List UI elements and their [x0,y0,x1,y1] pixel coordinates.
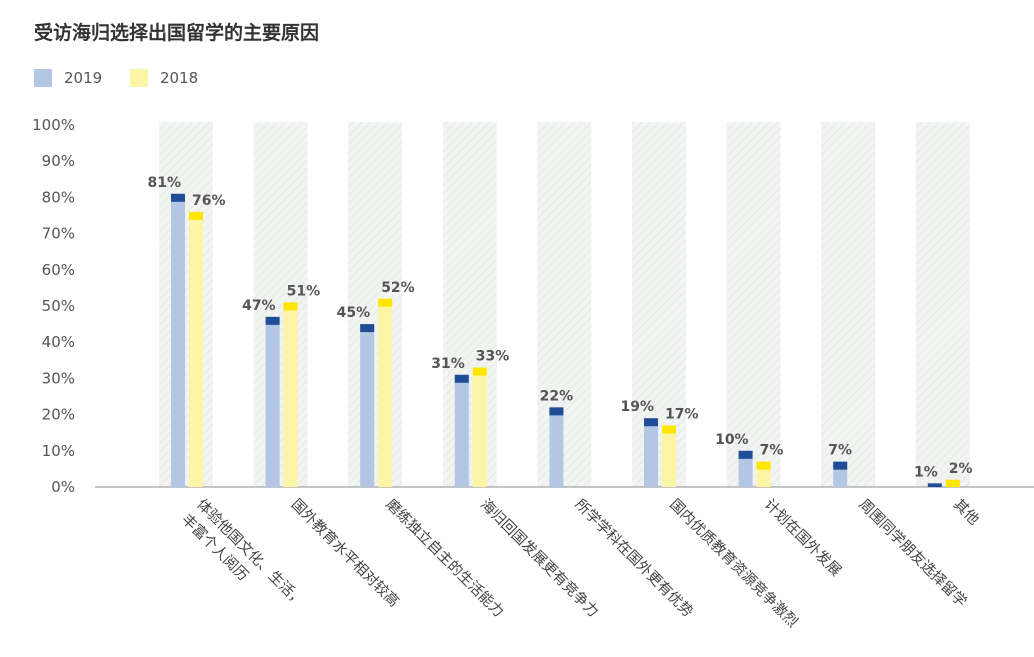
bar-cap-2019 [549,407,564,416]
bar-cap-2019 [833,461,848,470]
y-tick-label: 0% [51,478,75,496]
background-band [821,122,876,487]
background-band [632,122,686,487]
bar-cap-2018 [378,298,393,307]
bar-cap-2018 [662,425,676,434]
data-label-2018: 51% [287,283,321,299]
chart-title: 受访海归选择出国留学的主要原因 [34,22,320,44]
y-tick-label: 80% [42,188,75,206]
bar-cap-2019 [738,450,753,459]
y-tick-label: 20% [42,406,75,424]
background-band [726,122,781,487]
bar-cap-2019 [360,324,375,333]
x-tick-label: 其他 [950,496,983,529]
data-label-2019: 10% [715,432,749,448]
bar-2019 [454,374,469,487]
background-band [348,122,403,487]
data-label-2019: 7% [828,443,852,459]
bar-2019 [738,450,753,487]
legend-swatch-2018 [130,69,148,87]
data-label-2018: 7% [760,443,784,459]
bar-cap-2019 [265,316,280,325]
x-tick-label: 国外教育水平相对较高 [288,495,403,610]
y-tick-label: 30% [42,369,75,387]
bar-cap-2019 [454,374,469,383]
bar-cap-2019 [171,193,185,202]
y-tick-label: 60% [42,261,75,279]
y-tick-label: 100% [32,116,75,134]
bar-cap-2018 [189,211,203,220]
legend-item-2018: 2018 [130,68,198,88]
y-tick-label: 40% [42,333,75,351]
bar-2019 [265,316,280,487]
background-band [253,122,308,487]
data-label-2018: 52% [381,280,415,296]
x-axis-labels: 体验他国文化、生活，丰富个人阅历 国外教育水平相对较高磨练独立自主的生活能力海归回… [178,495,982,631]
bar-2018 [283,302,298,487]
data-label-2019: 1% [914,464,938,480]
bar-2019 [360,324,375,487]
bar-cap-2018 [472,367,487,376]
background-band [442,122,497,487]
data-label-2018: 17% [665,406,699,422]
background-band [537,122,592,487]
data-label-2019: 19% [620,399,654,415]
data-label-2019: 31% [431,356,465,372]
background-band [159,122,213,487]
y-tick-label: 10% [42,442,75,460]
bar-2018 [472,367,487,487]
x-tick-label: 计划在国外发展 [761,496,845,580]
bar-cap-2019 [927,483,942,487]
x-tick-label: 周围同学朋友选择留学 [855,496,970,611]
y-tick-label: 70% [42,225,75,243]
background-bands [159,122,970,487]
legend-label-2018: 2018 [160,69,199,87]
data-label-2019: 81% [147,175,181,191]
legend-label-2019: 2019 [64,69,103,87]
bar-cap-2018 [945,479,960,487]
data-label-2018: 33% [476,349,510,365]
bar-2019 [171,193,185,487]
bar-cap-2018 [283,302,298,311]
bar-2018 [662,425,676,487]
y-tick-label: 90% [42,152,75,170]
bar-cap-2018 [756,461,771,470]
bar-2019 [549,407,564,487]
bars [171,193,960,487]
data-label-2018: 2% [949,461,973,477]
background-band [915,122,970,487]
bar-cap-2019 [644,418,658,427]
bar-2018 [189,211,203,487]
legend-swatch-2019 [34,69,52,87]
data-labels: 81% 76% 47% 51% 45% 52% 31% 33% 22% 19% 17% 10% 7% 7%… [147,175,972,481]
data-label-2019: 22% [540,388,574,404]
y-tick-label: 50% [42,297,75,315]
legend-item-2019: 2019 [34,68,102,88]
bar-2018 [378,298,393,487]
y-axis: 0% 10% 20% 30% 40% 50% 60% 70% 80% 90% 100% [32,116,1034,496]
data-label-2018: 76% [192,193,226,209]
bar-2019 [644,418,658,487]
data-label-2019: 47% [242,298,276,314]
data-label-2019: 45% [337,305,371,321]
